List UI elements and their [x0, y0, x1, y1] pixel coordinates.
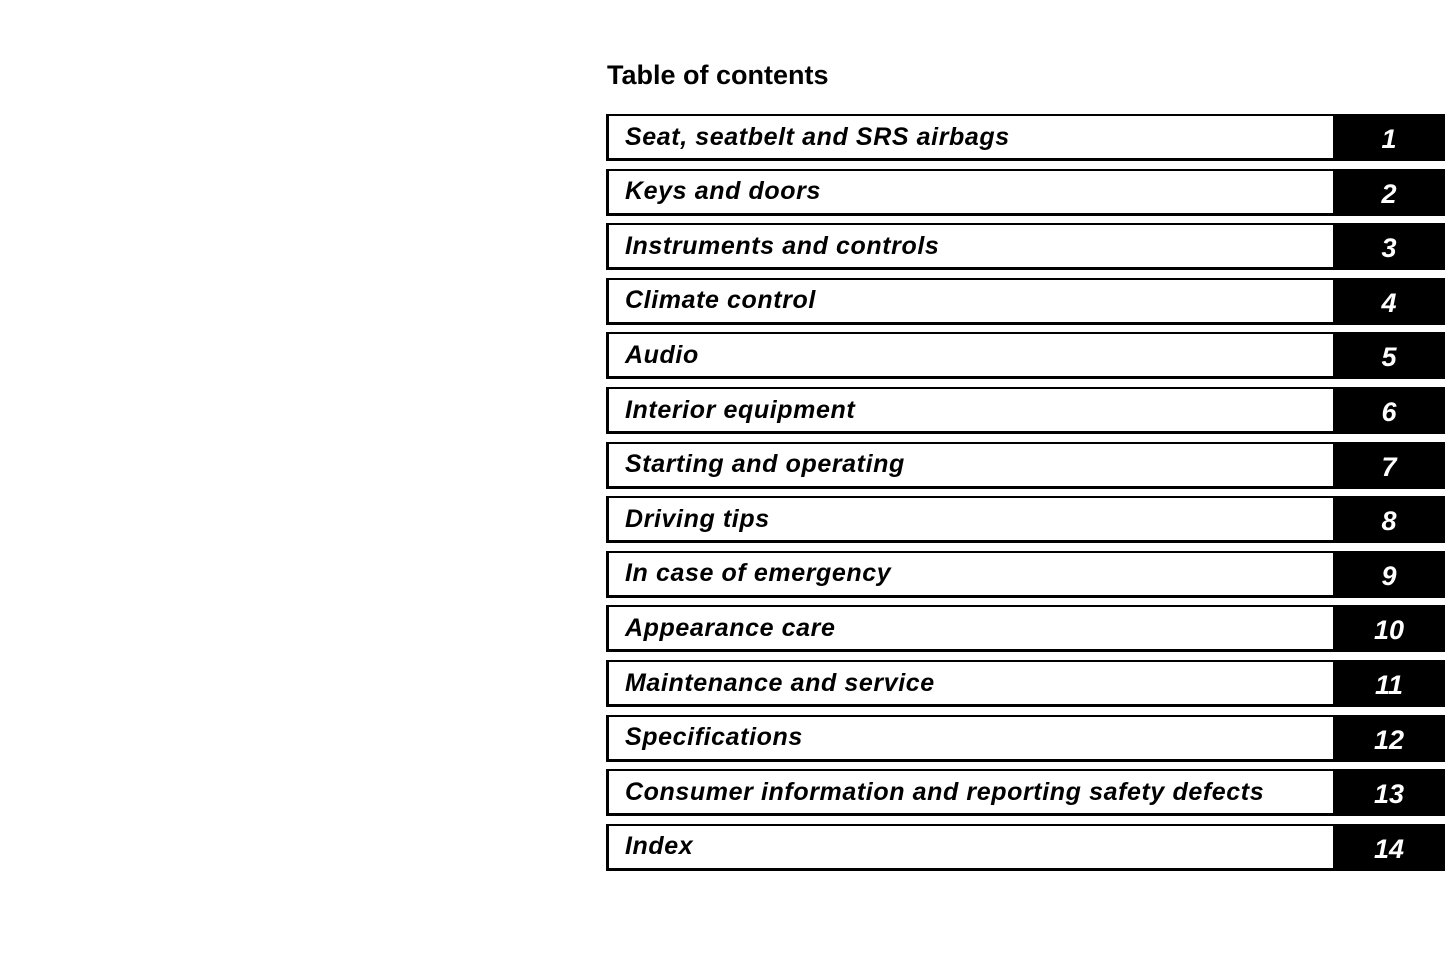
toc-entry-number-tab: 10 — [1333, 605, 1445, 653]
toc-entry[interactable]: Appearance care 10 — [606, 605, 1445, 653]
toc-entry-number-tab: 8 — [1333, 496, 1445, 544]
toc-entry[interactable]: Specifications 12 — [606, 714, 1445, 762]
toc-entry-number-tab: 7 — [1333, 441, 1445, 489]
toc-entry[interactable]: Consumer information and reporting safet… — [606, 769, 1445, 817]
toc-entry-label: Specifications — [606, 714, 1333, 762]
toc-entry[interactable]: Interior equipment 6 — [606, 387, 1445, 434]
toc-entry-number-tab: 13 — [1333, 769, 1445, 817]
toc-entry[interactable]: Keys and doors 2 — [606, 168, 1445, 216]
toc-entry-label: Driving tips — [606, 496, 1333, 544]
toc-entry-number-tab: 1 — [1333, 114, 1445, 161]
toc-entry-label: Audio — [606, 332, 1333, 380]
toc-entry-label: Maintenance and service — [606, 660, 1333, 707]
toc-entry-number-tab: 14 — [1333, 823, 1445, 871]
toc-entry-label: Climate control — [606, 277, 1333, 325]
toc-entry-number-tab: 12 — [1333, 714, 1445, 762]
toc-entry-number-tab: 2 — [1333, 168, 1445, 216]
toc-entry[interactable]: Instruments and controls 3 — [606, 223, 1445, 271]
toc-entry-number-tab: 4 — [1333, 277, 1445, 325]
toc-entry-number-tab: 9 — [1333, 550, 1445, 598]
toc-entry[interactable]: Starting and operating 7 — [606, 441, 1445, 489]
toc-entry-label: Instruments and controls — [606, 223, 1333, 271]
toc-entry[interactable]: Audio 5 — [606, 332, 1445, 380]
toc-entry[interactable]: Seat, seatbelt and SRS airbags 1 — [606, 114, 1445, 161]
toc-entry[interactable]: Maintenance and service 11 — [606, 660, 1445, 707]
toc-entry-label: In case of emergency — [606, 550, 1333, 598]
toc-entry-label: Consumer information and reporting safet… — [606, 769, 1333, 817]
toc-entry-number-tab: 5 — [1333, 332, 1445, 380]
toc-entry-number-tab: 3 — [1333, 223, 1445, 271]
toc-entry-number-tab: 11 — [1333, 660, 1445, 707]
toc-entry[interactable]: Index 14 — [606, 823, 1445, 871]
toc-entry-label: Appearance care — [606, 605, 1333, 653]
toc-entry-label: Seat, seatbelt and SRS airbags — [606, 114, 1333, 161]
toc-entry-label: Interior equipment — [606, 387, 1333, 434]
toc-entry-label: Index — [606, 823, 1333, 871]
toc-entry[interactable]: Climate control 4 — [606, 277, 1445, 325]
toc-entry[interactable]: Driving tips 8 — [606, 496, 1445, 544]
toc-entry-label: Keys and doors — [606, 168, 1333, 216]
page-title: Table of contents — [607, 60, 829, 90]
toc-entry-number-tab: 6 — [1333, 387, 1445, 434]
toc-entry-label: Starting and operating — [606, 441, 1333, 489]
toc-entry[interactable]: In case of emergency 9 — [606, 550, 1445, 598]
